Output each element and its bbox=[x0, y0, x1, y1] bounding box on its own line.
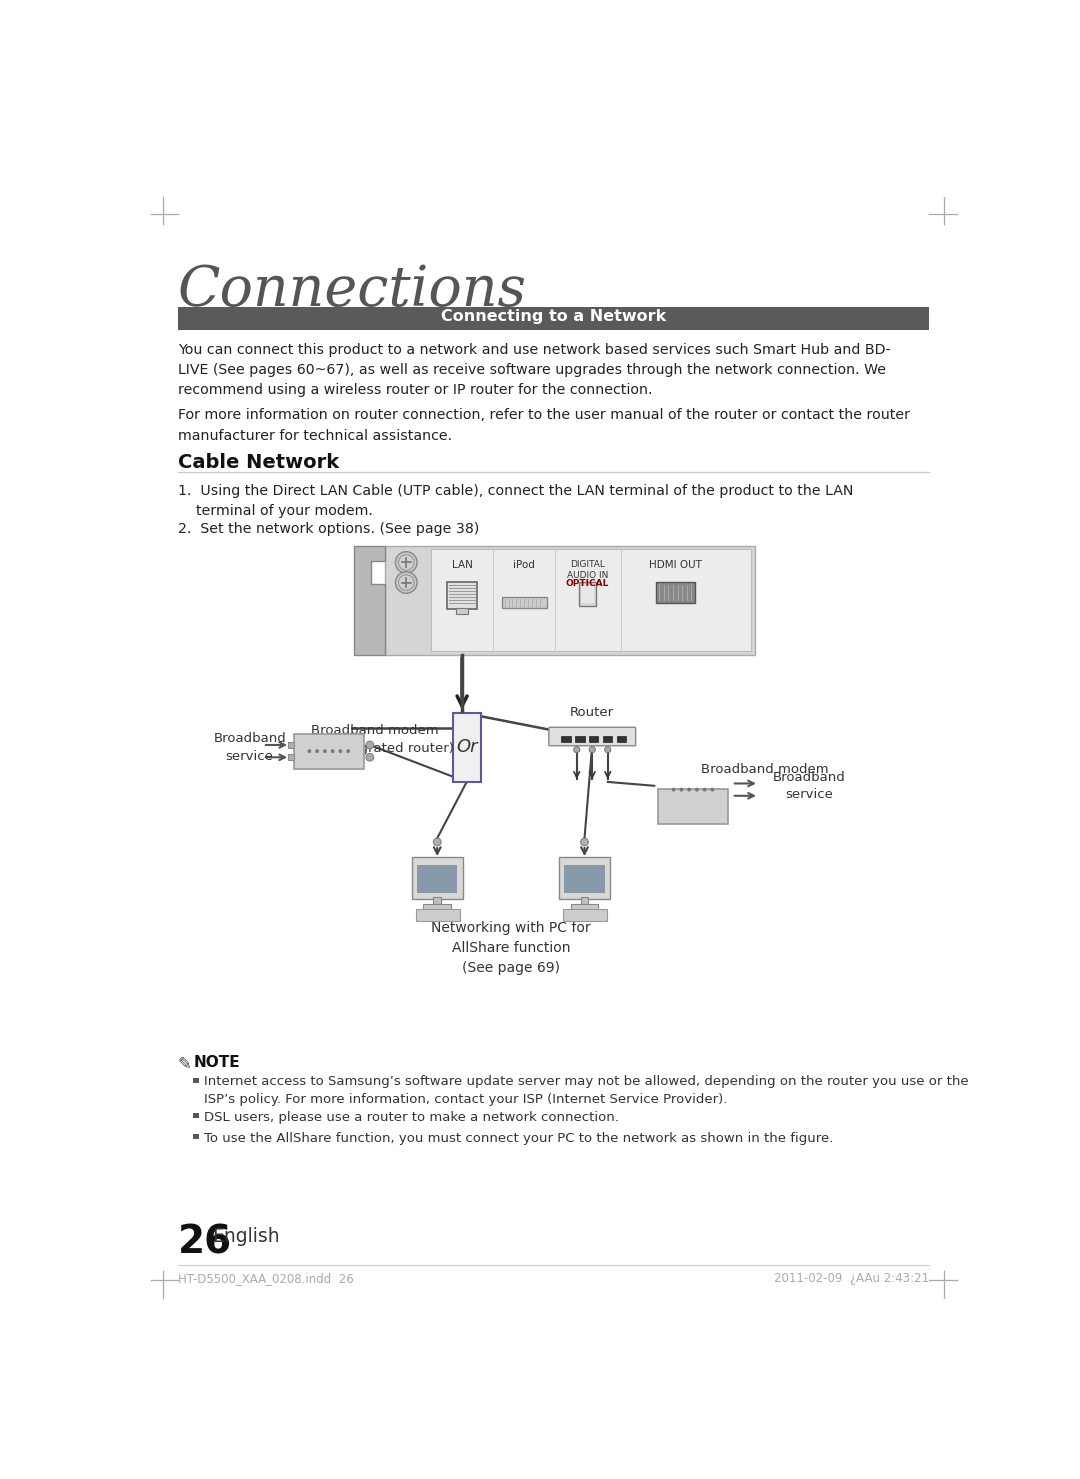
Text: Broadband modem
(with integrated router): Broadband modem (with integrated router) bbox=[296, 725, 455, 754]
FancyBboxPatch shape bbox=[294, 734, 364, 769]
FancyBboxPatch shape bbox=[416, 910, 460, 921]
Circle shape bbox=[711, 788, 714, 791]
Circle shape bbox=[679, 788, 684, 791]
Circle shape bbox=[573, 747, 580, 753]
Circle shape bbox=[433, 839, 441, 846]
Text: DSL users, please use a router to make a network connection.: DSL users, please use a router to make a… bbox=[204, 1111, 619, 1124]
FancyBboxPatch shape bbox=[287, 754, 294, 760]
FancyBboxPatch shape bbox=[501, 598, 546, 608]
Text: NOTE: NOTE bbox=[194, 1056, 241, 1071]
Text: Broadband
service: Broadband service bbox=[773, 771, 846, 802]
Text: Broadband
service: Broadband service bbox=[214, 732, 286, 763]
Text: 1.  Using the Direct LAN Cable (UTP cable), connect the LAN terminal of the prod: 1. Using the Direct LAN Cable (UTP cable… bbox=[177, 484, 853, 518]
Circle shape bbox=[687, 788, 691, 791]
Circle shape bbox=[366, 741, 374, 748]
FancyBboxPatch shape bbox=[579, 581, 596, 606]
FancyBboxPatch shape bbox=[656, 581, 694, 603]
Text: You can connect this product to a network and use network based services such Sm: You can connect this product to a networ… bbox=[177, 343, 890, 398]
Circle shape bbox=[694, 788, 699, 791]
Text: iPod: iPod bbox=[513, 561, 535, 571]
Circle shape bbox=[399, 555, 414, 571]
FancyBboxPatch shape bbox=[193, 1114, 199, 1118]
FancyBboxPatch shape bbox=[433, 898, 441, 904]
Text: Cable Network: Cable Network bbox=[177, 453, 339, 472]
FancyBboxPatch shape bbox=[617, 735, 626, 742]
FancyBboxPatch shape bbox=[576, 735, 584, 742]
Circle shape bbox=[323, 750, 327, 753]
Text: Internet access to Samsung’s software update server may not be allowed, dependin: Internet access to Samsung’s software up… bbox=[204, 1075, 969, 1106]
FancyBboxPatch shape bbox=[570, 904, 598, 910]
Circle shape bbox=[330, 750, 335, 753]
Text: Connections: Connections bbox=[177, 263, 527, 318]
Text: 2.  Set the network options. (See page 38): 2. Set the network options. (See page 38… bbox=[177, 522, 478, 535]
Text: OPTICAL: OPTICAL bbox=[566, 578, 609, 587]
Circle shape bbox=[338, 750, 342, 753]
FancyBboxPatch shape bbox=[431, 549, 751, 651]
FancyBboxPatch shape bbox=[417, 865, 458, 893]
Circle shape bbox=[395, 572, 417, 593]
FancyBboxPatch shape bbox=[590, 735, 598, 742]
Text: Networking with PC for
AllShare function
(See page 69): Networking with PC for AllShare function… bbox=[431, 920, 591, 975]
Text: Or: Or bbox=[456, 738, 477, 756]
FancyBboxPatch shape bbox=[193, 1078, 199, 1083]
Text: DIGITAL
AUDIO IN: DIGITAL AUDIO IN bbox=[567, 561, 608, 580]
FancyBboxPatch shape bbox=[658, 788, 728, 824]
Circle shape bbox=[605, 747, 611, 753]
Circle shape bbox=[395, 552, 417, 574]
Text: Router: Router bbox=[570, 705, 615, 719]
FancyBboxPatch shape bbox=[603, 735, 612, 742]
FancyBboxPatch shape bbox=[193, 1134, 199, 1139]
FancyBboxPatch shape bbox=[287, 742, 294, 748]
FancyBboxPatch shape bbox=[456, 608, 469, 614]
Circle shape bbox=[590, 747, 595, 753]
FancyBboxPatch shape bbox=[423, 904, 451, 910]
Text: HT-D5500_XAA_0208.indd  26: HT-D5500_XAA_0208.indd 26 bbox=[177, 1272, 353, 1285]
FancyBboxPatch shape bbox=[447, 581, 476, 609]
FancyBboxPatch shape bbox=[581, 898, 589, 904]
Text: 2011-02-09  ¿AAu 2:43:21: 2011-02-09 ¿AAu 2:43:21 bbox=[774, 1272, 930, 1285]
Text: Connecting to a Network: Connecting to a Network bbox=[441, 309, 666, 324]
FancyBboxPatch shape bbox=[581, 586, 594, 602]
Circle shape bbox=[703, 788, 706, 791]
Text: English: English bbox=[213, 1228, 280, 1245]
FancyBboxPatch shape bbox=[384, 546, 755, 655]
FancyBboxPatch shape bbox=[177, 306, 930, 330]
FancyBboxPatch shape bbox=[565, 865, 605, 893]
Circle shape bbox=[399, 575, 414, 590]
Text: HDMI OUT: HDMI OUT bbox=[649, 561, 702, 571]
Polygon shape bbox=[353, 546, 384, 655]
FancyBboxPatch shape bbox=[453, 713, 481, 782]
Circle shape bbox=[366, 753, 374, 762]
Circle shape bbox=[308, 750, 311, 753]
Text: 26: 26 bbox=[177, 1223, 232, 1262]
FancyBboxPatch shape bbox=[549, 728, 636, 745]
FancyBboxPatch shape bbox=[563, 910, 607, 921]
FancyBboxPatch shape bbox=[562, 735, 570, 742]
Text: Broadband modem: Broadband modem bbox=[701, 763, 828, 776]
Text: LAN: LAN bbox=[451, 561, 472, 571]
Circle shape bbox=[315, 750, 319, 753]
Circle shape bbox=[672, 788, 676, 791]
FancyBboxPatch shape bbox=[559, 858, 610, 899]
FancyBboxPatch shape bbox=[411, 858, 463, 899]
Circle shape bbox=[581, 839, 589, 846]
Text: To use the AllShare function, you must connect your PC to the network as shown i: To use the AllShare function, you must c… bbox=[204, 1131, 834, 1145]
Text: For more information on router connection, refer to the user manual of the route: For more information on router connectio… bbox=[177, 408, 909, 442]
Circle shape bbox=[347, 750, 350, 753]
Text: ✎: ✎ bbox=[177, 1056, 197, 1074]
